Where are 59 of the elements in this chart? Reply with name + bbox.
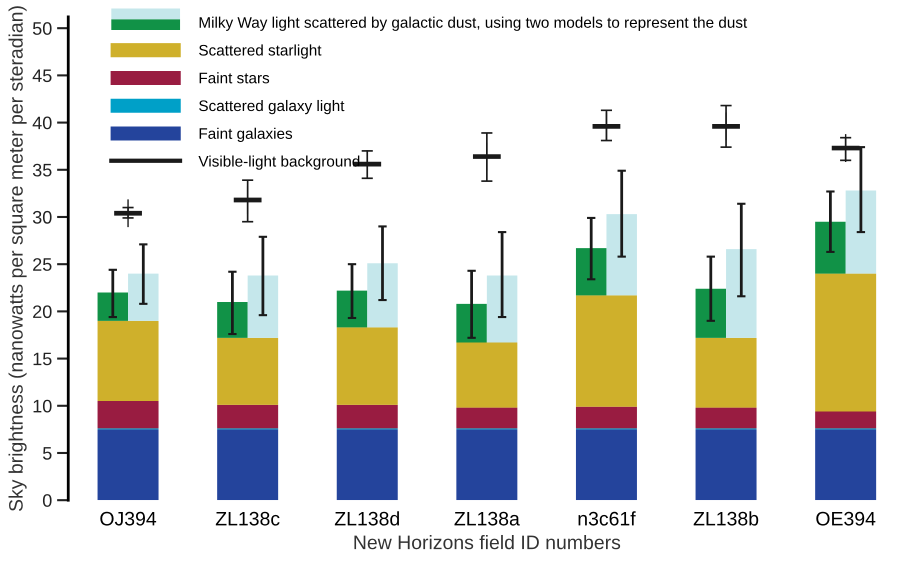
x-tick-label: OE394 [816, 512, 876, 526]
y-axis-title: Sky brightness (nanowatts per square meter per steradian) [8, 6, 27, 512]
legend-label: Milky Way light scattered by galactic dust, using two models to represent the dust [200, 16, 748, 31]
y-tick-label: 20 [33, 305, 52, 318]
bar [576, 429, 637, 500]
bar [217, 404, 278, 428]
x-tick-label: OJ394 [100, 512, 156, 526]
bar [576, 248, 606, 296]
x-tick-label: n3c61f [578, 511, 636, 526]
bar [486, 276, 518, 343]
bar [456, 429, 518, 500]
x-tick-label: ZL138d [334, 511, 399, 526]
bar [336, 429, 398, 500]
bar [98, 429, 159, 500]
bar [98, 401, 159, 428]
bar [846, 190, 876, 274]
bar [606, 214, 637, 296]
x-tick-label: ZL138c [216, 512, 280, 526]
x-tick-label: ZL138a [454, 512, 520, 526]
bar [336, 404, 398, 428]
y-tick-label: 15 [34, 352, 52, 366]
y-tick-label: 30 [32, 210, 52, 224]
y-tick-label: 40 [32, 116, 52, 130]
y-tick-label: 45 [32, 70, 52, 82]
legend-label: Scattered galaxy light [199, 100, 344, 114]
bar [98, 320, 159, 402]
legend-label: Faint galaxies [200, 128, 292, 142]
bar [815, 411, 876, 428]
x-tick-label: ZL138b [694, 511, 758, 526]
bar [456, 304, 487, 343]
bar [696, 338, 757, 408]
y-tick-label: 35 [32, 164, 52, 177]
legend-label: Scattered starlight [199, 44, 322, 59]
x-axis-title: New Horizons field ID numbers [354, 534, 620, 550]
y-tick-label: 25 [33, 258, 52, 271]
y-tick-label: 50 [32, 22, 52, 35]
y-tick-label: 10 [34, 400, 52, 412]
bar [696, 288, 726, 338]
bar [696, 429, 757, 500]
bar [336, 290, 368, 328]
bar [576, 295, 637, 407]
bar [217, 338, 278, 405]
y-tick-label: 0 [42, 494, 52, 507]
bar [815, 222, 846, 274]
bar [696, 408, 757, 428]
y-tick-label: 5 [42, 447, 52, 460]
bar [576, 406, 637, 428]
bar [336, 327, 398, 405]
bar [456, 342, 518, 408]
bar [367, 263, 398, 328]
bar [726, 249, 757, 338]
legend-label: Visible-light background [198, 155, 360, 170]
bar [217, 429, 278, 500]
bar [815, 429, 876, 500]
bar [248, 276, 278, 338]
bar [815, 274, 876, 412]
bar [128, 274, 159, 321]
legend-label: Faint stars [200, 72, 270, 84]
bar [456, 408, 518, 428]
